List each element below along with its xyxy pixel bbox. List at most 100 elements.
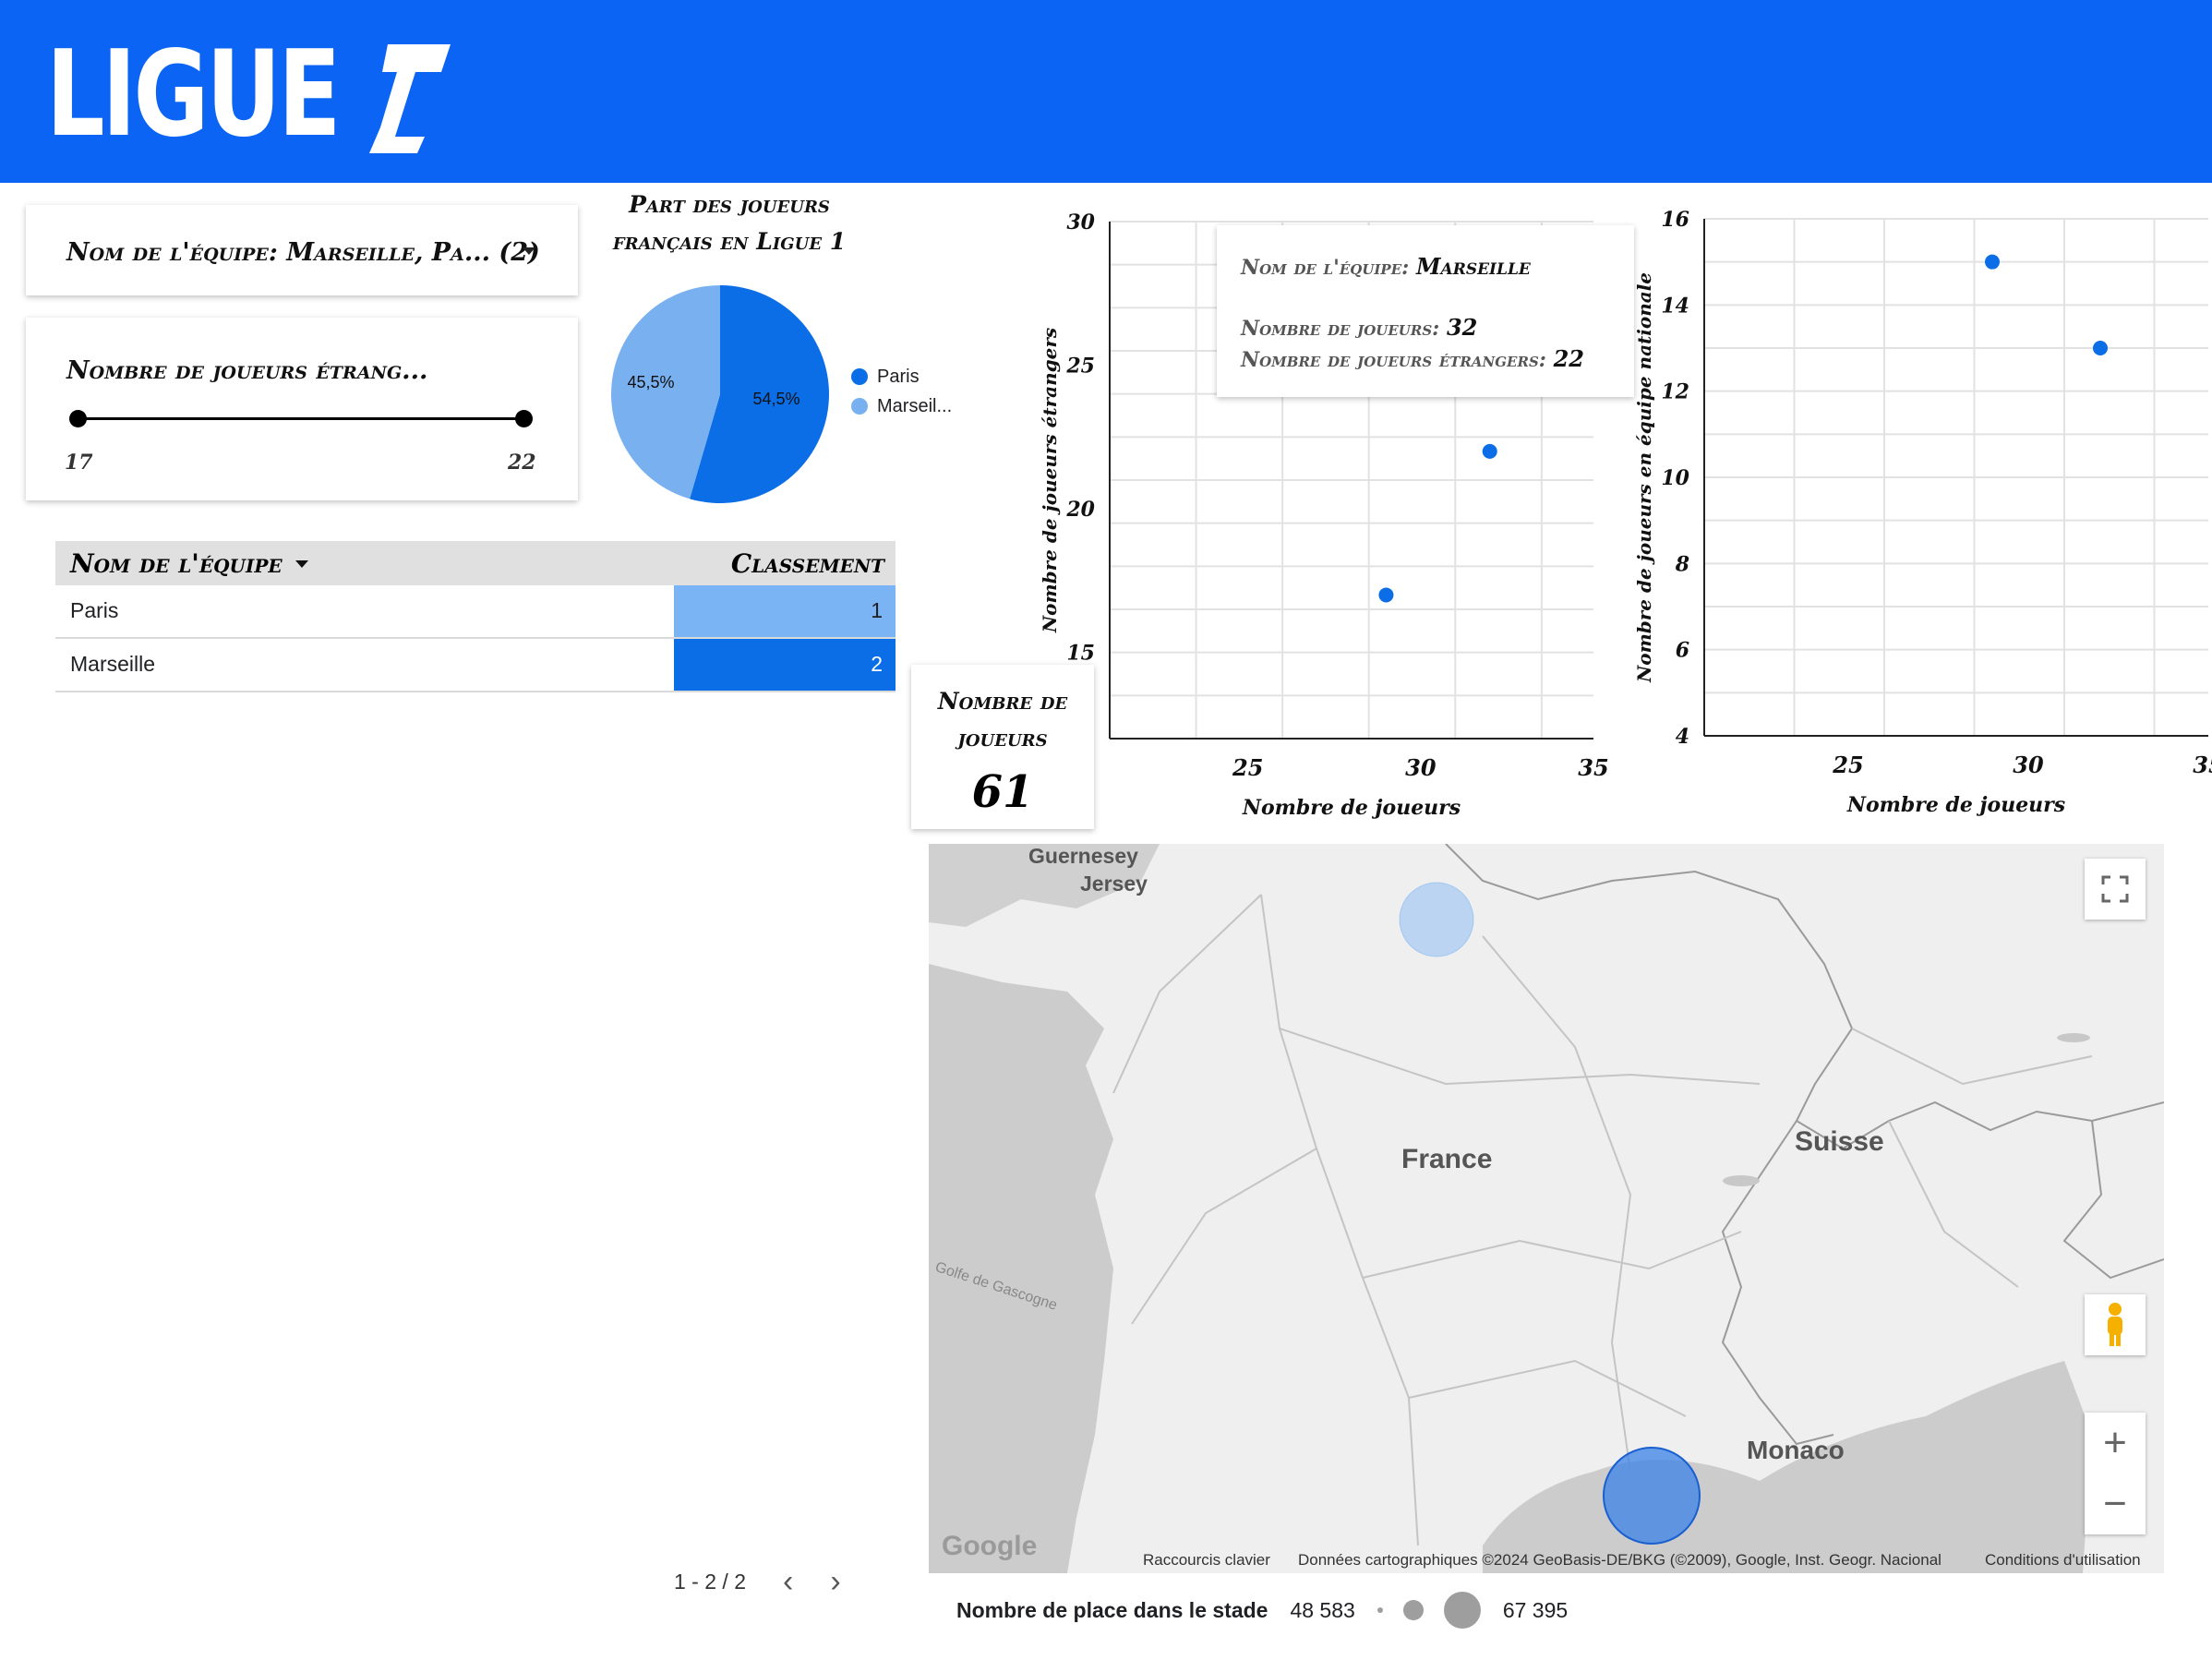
pie-chart[interactable]: 54,5% 45,5% bbox=[605, 279, 836, 510]
slider-max-value: 22 bbox=[508, 451, 536, 475]
team-filter-label: Nom de l'équipe: Marseille, Pa... (2) bbox=[66, 238, 540, 267]
street-view-pegman-icon[interactable] bbox=[2085, 1294, 2146, 1355]
y-tick-label: 10 bbox=[1661, 466, 1689, 490]
y-axis-label: Nombre de joueurs étrangers bbox=[1039, 328, 1061, 633]
pagination-text: 1 - 2 / 2 bbox=[674, 1569, 746, 1594]
slider-track[interactable] bbox=[78, 417, 524, 420]
y-tick-label: 4 bbox=[1676, 725, 1689, 749]
terms-link[interactable]: Conditions d'utilisation bbox=[1985, 1551, 2141, 1569]
chevron-down-icon bbox=[523, 247, 535, 255]
chart-tooltip: Nom de l'équipe: Marseille Nombre de jou… bbox=[1217, 225, 1634, 397]
stadium-map[interactable]: Guernesey Jersey France Suisse Monaco Go… bbox=[929, 844, 2164, 1573]
map-attribution: Raccourcis clavier Données cartographiqu… bbox=[929, 1546, 2164, 1573]
fullscreen-icon[interactable] bbox=[2085, 859, 2146, 920]
ligue1-logo: LIGUE bbox=[46, 25, 451, 163]
map-label-monaco: Monaco bbox=[1747, 1436, 1845, 1464]
x-axis-label: Nombre de joueurs bbox=[1242, 796, 1461, 820]
y-axis-label: Nombre de joueurs en équipe nationale bbox=[1633, 272, 1655, 683]
pie-label-marseille: 45,5% bbox=[627, 373, 674, 391]
map-bubble-paris bbox=[1399, 882, 1474, 957]
map-legend-title: Nombre de place dans le stade bbox=[956, 1597, 1268, 1622]
legend-dot-icon bbox=[851, 398, 868, 415]
x-tick-label: 30 bbox=[2013, 752, 2044, 778]
y-tick-label: 12 bbox=[1661, 380, 1689, 404]
x-axis-label: Nombre de joueurs bbox=[1846, 793, 2065, 817]
scorecard-label-line1: Nombre de bbox=[937, 688, 1068, 715]
map-label-jersey: Jersey bbox=[1080, 872, 1148, 896]
scorecard-value: 61 bbox=[971, 766, 1034, 818]
y-tick-label: 14 bbox=[1661, 294, 1689, 318]
table-pagination: 1 - 2 / 2 ‹ › bbox=[674, 1566, 841, 1597]
zoom-out-icon[interactable]: − bbox=[2103, 1481, 2127, 1526]
ranking-table: Nom de l'équipe Classement Paris 1 Marse… bbox=[55, 541, 896, 692]
map-label-france: France bbox=[1401, 1144, 1493, 1174]
table-header: Nom de l'équipe Classement bbox=[55, 541, 896, 585]
google-logo: Google bbox=[942, 1531, 1038, 1561]
x-tick-label: 35 bbox=[1578, 754, 1608, 781]
tooltip-foreign: Nombre de joueurs étrangers: 22 bbox=[1241, 345, 1584, 372]
column-header-rank[interactable]: Classement bbox=[730, 548, 884, 579]
scatter-point[interactable] bbox=[1482, 443, 1497, 459]
pie-label-paris: 54,5% bbox=[752, 390, 799, 408]
legend-dot-icon bbox=[851, 368, 868, 385]
chevron-right-icon[interactable]: › bbox=[830, 1564, 841, 1599]
team-filter-dropdown[interactable]: Nom de l'équipe: Marseille, Pa... (2) bbox=[26, 205, 578, 295]
slider-handle-max[interactable] bbox=[515, 410, 533, 427]
scatter-point[interactable] bbox=[2093, 341, 2108, 355]
map-legend-min: 48 583 bbox=[1290, 1597, 1355, 1622]
cell-rank: 1 bbox=[674, 585, 896, 637]
header-bar: LIGUE bbox=[0, 0, 2212, 183]
keyboard-shortcuts-link[interactable]: Raccourcis clavier bbox=[1143, 1551, 1270, 1569]
sort-down-icon bbox=[295, 559, 308, 568]
logo-mark-icon bbox=[369, 44, 451, 153]
column-header-team-label: Nom de l'équipe bbox=[70, 548, 283, 579]
scorecard-label-line2: joueurs bbox=[957, 725, 1048, 752]
map-legend-circles bbox=[1376, 1592, 1481, 1629]
x-tick-label: 25 bbox=[1232, 754, 1263, 781]
foreign-players-filter-label: Nombre de joueurs étrang... bbox=[66, 356, 428, 385]
map-label-guernesey: Guernesey bbox=[1028, 844, 1138, 868]
map-size-legend: Nombre de place dans le stade 48 583 67 … bbox=[956, 1592, 1568, 1629]
legend-label: Paris bbox=[877, 366, 920, 387]
tooltip-team: Nom de l'équipe: Marseille bbox=[1241, 253, 1531, 280]
slider-handle-min[interactable] bbox=[69, 410, 87, 427]
map-bubble-marseille bbox=[1603, 1447, 1701, 1545]
x-tick-label: 35 bbox=[2193, 752, 2212, 778]
y-tick-label: 6 bbox=[1676, 639, 1689, 663]
map-background bbox=[929, 844, 2164, 1573]
legend-item-paris[interactable]: Paris bbox=[851, 362, 952, 391]
slider-min-value: 17 bbox=[65, 451, 93, 475]
scatter-point[interactable] bbox=[1378, 587, 1394, 603]
map-legend-max: 67 395 bbox=[1502, 1597, 1569, 1622]
x-tick-label: 30 bbox=[1405, 754, 1437, 781]
pie-slice-1[interactable] bbox=[611, 285, 720, 499]
pie-chart-title: Part des joueurs français en Ligue 1 bbox=[591, 186, 868, 260]
cell-team: Paris bbox=[70, 598, 119, 622]
pie-title-line2: français en Ligue 1 bbox=[612, 228, 847, 255]
zoom-in-icon[interactable]: + bbox=[2103, 1420, 2127, 1465]
legend-label: Marseil... bbox=[877, 395, 953, 416]
y-tick-label: 16 bbox=[1661, 208, 1689, 232]
logo-text: LIGUE bbox=[46, 25, 342, 163]
pie-legend: Paris Marseil... bbox=[851, 362, 952, 421]
y-tick-label: 8 bbox=[1675, 552, 1689, 576]
pie-slice-0[interactable] bbox=[690, 285, 829, 503]
y-tick-label: 20 bbox=[1065, 498, 1095, 522]
tooltip-players: Nombre de joueurs: 32 bbox=[1241, 314, 1478, 341]
map-data-attribution: Données cartographiques ©2024 GeoBasis-D… bbox=[1298, 1551, 1942, 1569]
scatter-chart-national[interactable]: 25 30 35 4 6 8 10 12 14 16 Nombre de joueurs Nombre… bbox=[1625, 198, 2212, 826]
players-scorecard: Nombre de joueurs 61 bbox=[911, 665, 1094, 829]
column-header-team[interactable]: Nom de l'équipe bbox=[70, 548, 308, 579]
map-label-suisse: Suisse bbox=[1795, 1126, 1884, 1157]
table-row[interactable]: Paris 1 bbox=[55, 585, 896, 639]
cell-team: Marseille bbox=[70, 652, 156, 676]
legend-item-marseille[interactable]: Marseil... bbox=[851, 391, 952, 421]
pie-title-line1: Part des joueurs bbox=[629, 191, 830, 218]
table-row[interactable]: Marseille 2 bbox=[55, 639, 896, 692]
scatter-point[interactable] bbox=[1985, 254, 2000, 270]
zoom-controls: + − bbox=[2085, 1413, 2146, 1534]
foreign-players-filter: Nombre de joueurs étrang... 17 22 bbox=[26, 318, 578, 500]
chevron-left-icon[interactable]: ‹ bbox=[782, 1564, 794, 1599]
y-tick-label: 15 bbox=[1066, 642, 1095, 666]
y-tick-label: 25 bbox=[1065, 355, 1095, 379]
